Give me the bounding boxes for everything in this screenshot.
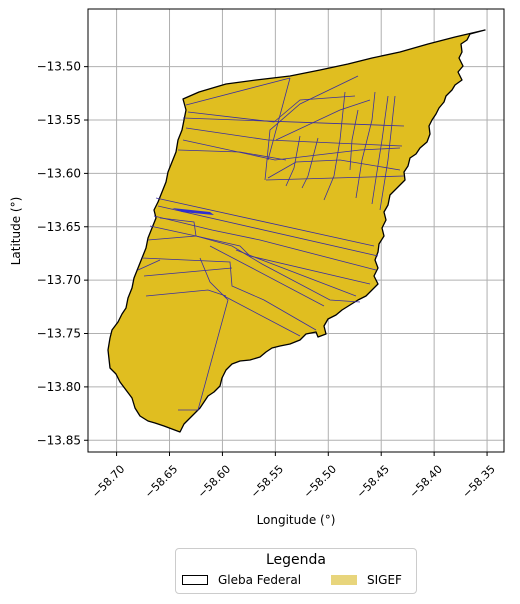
- x-axis-ticks: −58.70 −58.65 −58.60 −58.55 −58.50 −58.45 −58.…: [89, 452, 498, 501]
- y-tick-label: −13.65: [37, 220, 81, 234]
- legend-label-sigef: SIGEF: [367, 573, 402, 587]
- x-tick-label: −58.40: [407, 463, 445, 501]
- y-tick-label: −13.80: [37, 380, 81, 394]
- legend-swatch-gleba-federal: [182, 575, 208, 585]
- y-tick-label: −13.50: [37, 60, 81, 74]
- sigef-parcel-lines: [137, 75, 405, 411]
- x-tick-label: −58.65: [142, 463, 180, 501]
- x-tick-label: −58.50: [301, 463, 339, 501]
- y-tick-label: −13.85: [37, 433, 81, 447]
- y-tick-label: −13.75: [37, 327, 81, 341]
- y-tick-label: −13.60: [37, 166, 81, 180]
- x-tick-label: −58.45: [354, 463, 392, 501]
- legend-item-gleba-federal: Gleba Federal: [182, 573, 301, 587]
- y-axis-label: Latitude (°): [9, 197, 23, 266]
- legend-swatch-sigef: [331, 575, 357, 585]
- axes-frame: [87, 8, 505, 453]
- blue-parcel-sliver: [172, 208, 214, 215]
- x-tick-label: −58.55: [248, 463, 286, 501]
- legend-label-gleba-federal: Gleba Federal: [218, 573, 302, 587]
- legend: Legenda Gleba Federal SIGEF: [175, 548, 417, 594]
- gleba-federal-polygon: [107, 29, 486, 433]
- y-tick-label: −13.70: [37, 273, 81, 287]
- x-tick-label: −58.70: [89, 463, 127, 501]
- y-axis-ticks: −13.50 −13.55 −13.60 −13.65 −13.70 −13.75 −13.…: [37, 60, 88, 447]
- x-axis-label: Longitude (°): [257, 513, 336, 527]
- y-tick-label: −13.55: [37, 113, 81, 127]
- x-tick-label: −58.35: [460, 463, 498, 501]
- legend-item-sigef: SIGEF: [331, 573, 402, 587]
- x-tick-label: −58.60: [195, 463, 233, 501]
- legend-title: Legenda: [265, 552, 326, 568]
